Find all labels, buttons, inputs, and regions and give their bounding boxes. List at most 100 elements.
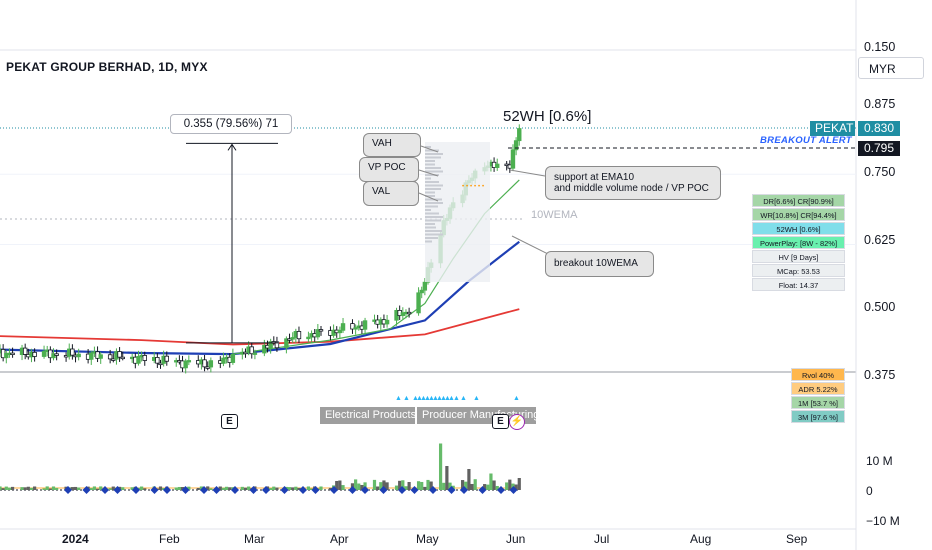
volume-profile-bar bbox=[425, 184, 443, 187]
volume-signal-diamond bbox=[249, 486, 258, 494]
signal-marker: ▲ bbox=[428, 395, 435, 402]
volume-bar bbox=[209, 488, 213, 490]
volume-signal-diamond bbox=[299, 486, 307, 494]
earnings-marker[interactable]: E bbox=[221, 414, 238, 429]
volume-bar bbox=[272, 486, 276, 490]
candle-body bbox=[164, 355, 169, 362]
volume-profile-bar bbox=[425, 167, 441, 169]
volume-bar bbox=[10, 486, 15, 490]
volume-bar bbox=[470, 483, 474, 490]
val-callout[interactable]: VAL bbox=[363, 181, 419, 206]
volume-bar bbox=[73, 486, 78, 490]
measure-label[interactable]: 0.355 (79.56%) 71 bbox=[170, 114, 292, 134]
support-callout[interactable]: support at EMA10 and middle volume node … bbox=[545, 166, 721, 200]
volume-signal-diamond bbox=[113, 486, 122, 494]
volume-bar bbox=[224, 486, 229, 490]
volume-bar bbox=[121, 487, 125, 490]
volume-bar bbox=[486, 484, 490, 490]
volume-bar bbox=[180, 487, 185, 490]
ema-label: 10WEMA bbox=[531, 209, 578, 221]
x-tick-label: Sep bbox=[786, 532, 808, 546]
signal-marker: ▲ bbox=[444, 395, 451, 402]
volume-bar bbox=[461, 480, 465, 490]
volume-bar bbox=[382, 480, 386, 490]
volume-bar bbox=[426, 479, 430, 490]
volume-bar bbox=[0, 486, 2, 490]
volume-profile-bar bbox=[425, 230, 442, 232]
volume-bar bbox=[221, 487, 226, 490]
stat-powerplay: PowerPlay: [8W - 82%] bbox=[752, 236, 845, 249]
volume-bar bbox=[243, 487, 248, 490]
y-tick-label: 0.150 bbox=[864, 40, 896, 54]
volume-profile-bar bbox=[425, 233, 443, 236]
volume-bar bbox=[206, 486, 210, 490]
volume-signal-diamond bbox=[200, 486, 208, 494]
volume-bar bbox=[492, 480, 496, 490]
volume-bar bbox=[275, 487, 279, 490]
candle-body bbox=[230, 353, 236, 363]
lightning-icon[interactable]: ⚡ bbox=[509, 414, 525, 430]
candle-body bbox=[158, 362, 163, 366]
volume-profile-bar bbox=[425, 163, 435, 166]
candle-body bbox=[107, 354, 113, 360]
currency-selector[interactable]: MYR bbox=[858, 57, 924, 79]
volume-bar bbox=[199, 486, 204, 490]
volume-bar bbox=[338, 480, 342, 490]
signal-marker: ▲ bbox=[436, 395, 443, 402]
candle-body bbox=[54, 353, 59, 356]
signal-dot: • bbox=[474, 184, 476, 190]
candle-body bbox=[136, 356, 141, 364]
volume-bar bbox=[306, 486, 311, 490]
volume-profile-bar bbox=[425, 160, 435, 162]
volume-bar bbox=[416, 481, 421, 490]
candle-body bbox=[513, 140, 519, 151]
volume-profile-bar bbox=[425, 153, 443, 155]
breakout-callout[interactable]: breakout 10WEMA bbox=[545, 251, 654, 277]
signal-marker: ▲ bbox=[412, 395, 419, 402]
sector-tag[interactable]: Electrical Products bbox=[320, 407, 415, 424]
candle-body bbox=[41, 350, 47, 357]
volume-profile-area bbox=[425, 142, 490, 282]
y-tick-label: 0.625 bbox=[864, 233, 896, 247]
volume-bar bbox=[398, 480, 402, 490]
candle-body bbox=[142, 355, 147, 361]
signal-dot: • bbox=[482, 184, 484, 190]
stat-mcap: MCap: 53.53 bbox=[752, 264, 845, 277]
candle-body bbox=[284, 338, 289, 349]
signal-marker: ▲ bbox=[513, 395, 520, 402]
stat-adr: ADR 5.22% bbox=[791, 382, 845, 395]
stat-dr: DR[6.6%] CR[90.9%] bbox=[752, 194, 845, 207]
signal-marker: ▲ bbox=[420, 395, 427, 402]
earnings-marker[interactable]: E bbox=[492, 414, 509, 429]
volume-profile-bar bbox=[425, 177, 431, 180]
vp-poc-callout[interactable]: VP POC bbox=[359, 157, 419, 182]
signal-marker: ▲ bbox=[473, 395, 480, 402]
volume-bar bbox=[429, 481, 433, 490]
vp-poc-pointer bbox=[418, 169, 439, 177]
candle-body bbox=[422, 281, 428, 291]
stat-float: Float: 14.37 bbox=[752, 278, 845, 291]
volume-signal-diamond bbox=[311, 486, 320, 494]
candle-body bbox=[202, 359, 207, 368]
candle-body bbox=[353, 327, 358, 330]
candle-body bbox=[290, 337, 295, 340]
volume-signal-diamond bbox=[212, 486, 221, 494]
volume-bar bbox=[51, 486, 56, 490]
volume-bar bbox=[42, 488, 46, 490]
volume-profile-bar bbox=[425, 174, 439, 176]
candle-body bbox=[252, 352, 258, 355]
x-tick-label: Jul bbox=[594, 532, 610, 546]
volume-bar bbox=[162, 488, 166, 490]
volume-signal-diamond bbox=[447, 486, 456, 494]
volume-bar bbox=[4, 486, 8, 490]
candle-body bbox=[296, 331, 302, 340]
x-tick-label: Feb bbox=[159, 532, 180, 546]
candle-body bbox=[155, 357, 160, 364]
support-line-2: and middle volume node / VP POC bbox=[554, 183, 709, 194]
x-tick-label: May bbox=[416, 532, 439, 546]
vah-callout[interactable]: VAH bbox=[363, 133, 421, 157]
volume-signal-diamond bbox=[132, 486, 140, 494]
volume-tick-label: 10 M bbox=[866, 454, 893, 468]
x-tick-label: Jun bbox=[506, 532, 526, 546]
